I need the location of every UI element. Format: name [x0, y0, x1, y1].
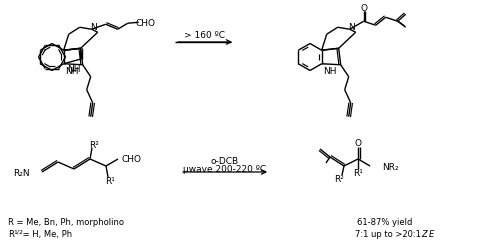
Text: = H, Me, Ph: = H, Me, Ph: [20, 230, 72, 239]
Text: R: R: [8, 230, 14, 239]
Text: NH: NH: [67, 65, 80, 74]
Text: Z: Z: [421, 230, 427, 239]
Text: NH: NH: [323, 67, 336, 76]
Text: CHO: CHO: [136, 19, 156, 28]
Text: R₂N: R₂N: [13, 168, 30, 177]
Text: > 160 ºC: > 160 ºC: [185, 30, 226, 39]
Text: N: N: [348, 23, 355, 32]
Text: R = Me, Bn, Ph, morpholino: R = Me, Bn, Ph, morpholino: [8, 218, 124, 227]
Text: E: E: [429, 230, 434, 239]
Text: NH: NH: [65, 67, 78, 76]
Text: 61-87% yield: 61-87% yield: [357, 218, 413, 227]
Text: O: O: [355, 139, 362, 148]
Text: CHO: CHO: [122, 155, 142, 164]
Text: 7:1 up to >20:1: 7:1 up to >20:1: [355, 230, 424, 239]
Text: R¹: R¹: [353, 169, 363, 178]
Text: o-DCB: o-DCB: [211, 156, 239, 165]
Text: R¹: R¹: [105, 177, 115, 186]
Text: R²: R²: [89, 140, 99, 149]
Text: N: N: [90, 23, 97, 32]
Text: :: :: [425, 230, 428, 239]
Text: 1/2: 1/2: [13, 229, 23, 234]
Text: μwave 200-220 ºC: μwave 200-220 ºC: [184, 165, 266, 174]
Text: R²: R²: [334, 175, 344, 184]
Text: O: O: [360, 4, 367, 13]
Text: NR₂: NR₂: [382, 162, 399, 171]
